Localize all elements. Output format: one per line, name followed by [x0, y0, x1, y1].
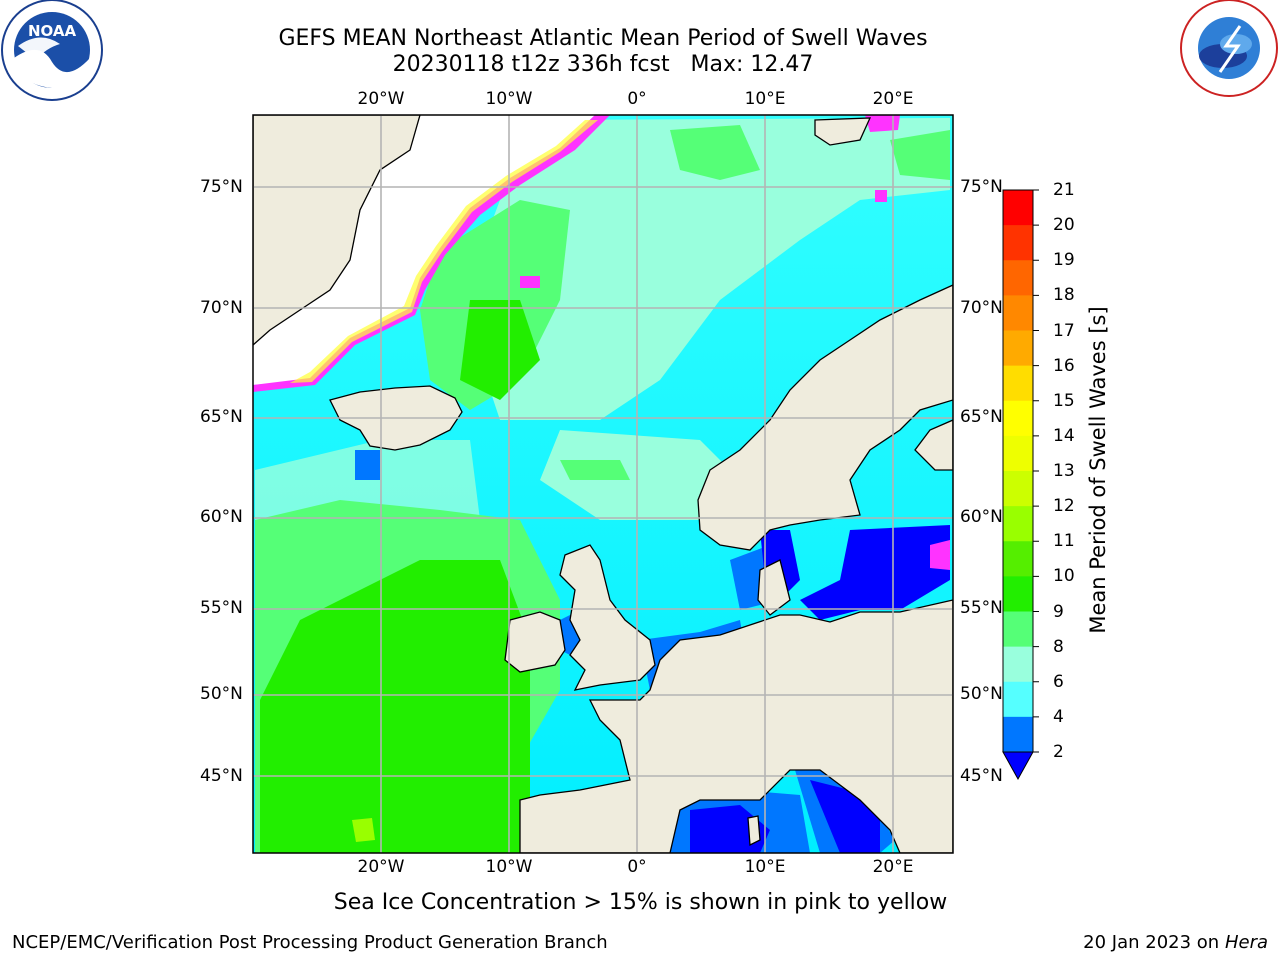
colorbar-segment [1003, 190, 1033, 226]
lat-label-left: 70°N [200, 298, 243, 318]
colorbar-tick-label: 14 [1053, 425, 1075, 446]
denmark [757, 559, 791, 616]
continental-europe [519, 599, 953, 853]
lat-label-right: 75°N [960, 177, 1003, 197]
nws-logo [1180, 0, 1278, 97]
colorbar-tick-label: 20 [1053, 215, 1075, 236]
lon-label-bottom: 0° [627, 857, 647, 877]
lon-label-bottom: 10°E [744, 857, 786, 877]
lat-label-left: 55°N [200, 598, 243, 618]
colorbar-tick-label: 8 [1053, 636, 1064, 657]
map-area [253, 115, 953, 853]
colorbar-segment [1003, 541, 1033, 577]
colorbar-tick-label: 6 [1053, 671, 1064, 692]
footer-machine: Hera [1224, 932, 1268, 953]
map-frame [252, 114, 954, 854]
colorbar-segment [1003, 365, 1033, 402]
lat-label-left: 65°N [200, 407, 243, 427]
lon-label-bottom: 10°W [485, 857, 533, 877]
colorbar-segment [1003, 506, 1033, 542]
colorbar [1002, 189, 1039, 781]
chart-subtitle: 20230118 t12z 336h fcst Max: 12.47 [392, 52, 814, 77]
colorbar-tick-label: 12 [1053, 496, 1075, 517]
lon-label-bottom: 20°W [357, 857, 405, 877]
lon-label-top: 0° [627, 89, 647, 109]
colorbar-tick-label: 19 [1053, 250, 1075, 271]
colorbar-label: Mean Period of Swell Waves [s] [1086, 306, 1110, 634]
colorbar-tick-label: 10 [1053, 566, 1075, 587]
lat-label-right: 50°N [960, 684, 1003, 704]
lon-label-top: 20°E [872, 89, 914, 109]
chart-title: GEFS MEAN Northeast Atlantic Mean Period… [278, 26, 928, 51]
lat-label-left: 60°N [200, 507, 243, 527]
colorbar-segment [1003, 225, 1033, 261]
footer-date-text: 20 Jan 2023 on [1083, 932, 1225, 953]
colorbar-segment [1003, 435, 1033, 472]
colorbar-segment [1003, 646, 1033, 683]
colorbar-tick-label: 4 [1053, 706, 1064, 727]
svalbard [814, 117, 872, 146]
swell-period-11 [260, 300, 540, 853]
footer-date: 20 Jan 2023 on Hera [1083, 932, 1268, 953]
lat-label-left: 50°N [200, 684, 243, 704]
colorbar-segment [1003, 611, 1033, 648]
swell-period-12 [352, 818, 375, 842]
lon-label-top: 20°W [357, 89, 405, 109]
lat-label-right: 70°N [960, 298, 1003, 318]
lat-label-left: 75°N [200, 177, 243, 197]
colorbar-tick-label: 16 [1053, 355, 1075, 376]
graticule [253, 115, 953, 853]
noaa-logo-label: NOAA [28, 22, 77, 40]
footer-credit: NCEP/EMC/Verification Post Processing Pr… [12, 932, 608, 953]
colorbar-segment [1003, 295, 1033, 331]
lat-label-right: 45°N [960, 766, 1003, 786]
lon-label-top: 10°W [485, 89, 533, 109]
noaa-logo: NOAA [1, 0, 103, 101]
colorbar-segment [1003, 400, 1033, 437]
colorbar-tick-label: 13 [1053, 461, 1075, 481]
colorbar-segment [1003, 716, 1033, 752]
colorbar-segment [1003, 330, 1033, 367]
greenland [253, 115, 421, 346]
lon-label-top: 10°E [744, 89, 786, 109]
colorbar-segment [1003, 681, 1033, 718]
great-britain [559, 544, 656, 691]
colorbar-extend-arrow [1002, 751, 1034, 781]
colorbar-tick-label: 11 [1053, 531, 1075, 552]
colorbar-tick-label: 21 [1053, 180, 1075, 200]
colorbar-segment [1003, 260, 1033, 296]
colorbar-tick-label: 2 [1053, 742, 1064, 762]
colorbar-tick-label: 15 [1053, 390, 1075, 411]
colorbar-tick-label: 18 [1053, 285, 1075, 306]
sea-ice-note: Sea Ice Concentration > 15% is shown in … [333, 890, 948, 915]
sea-ice-edge-pink [253, 115, 610, 392]
lat-label-right: 55°N [960, 598, 1003, 618]
colorbar-segment [1003, 471, 1033, 507]
lat-label-right: 60°N [960, 507, 1003, 527]
colorbar-segment [1003, 576, 1033, 612]
lat-label-left: 45°N [200, 766, 243, 786]
colorbar-tick-label: 17 [1053, 320, 1075, 341]
colorbar-tick-label: 9 [1053, 601, 1064, 622]
ireland [504, 611, 566, 673]
lat-label-right: 65°N [960, 407, 1003, 427]
lon-label-bottom: 20°E [872, 857, 914, 877]
